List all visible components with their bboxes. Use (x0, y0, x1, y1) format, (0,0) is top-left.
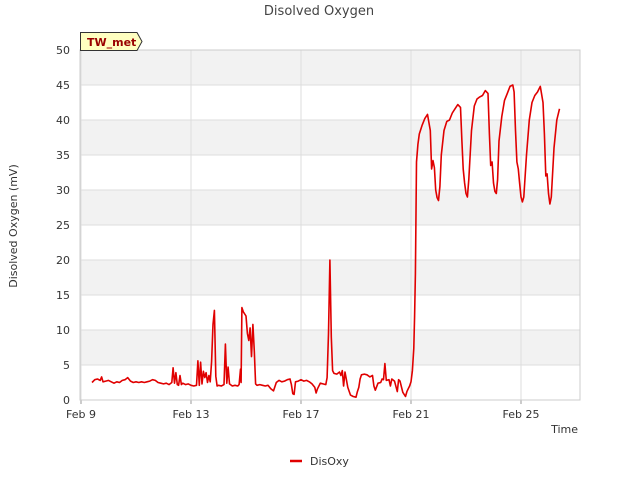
y-tick-label: 50 (56, 44, 70, 57)
y-tick-label: 40 (56, 114, 70, 127)
chart-title: Disolved Oxygen (264, 4, 374, 19)
legend: DisOxy (290, 455, 349, 468)
plot-band (80, 50, 580, 85)
y-tick-label: 45 (56, 79, 70, 92)
series-line-disoxy (91, 84, 561, 398)
plot-band (80, 120, 580, 155)
y-tick-label: 30 (56, 184, 70, 197)
site-badge-shape (80, 32, 143, 51)
plot-band (80, 190, 580, 225)
x-tick-label: Feb 21 (393, 408, 430, 421)
y-tick-label: 35 (56, 149, 70, 162)
y-tick-label: 25 (56, 219, 70, 232)
x-tick-label: Feb 9 (66, 408, 96, 421)
legend-label-disoxy: DisOxy (310, 455, 349, 468)
y-tick-label: 20 (56, 254, 70, 267)
x-tick-label: Feb 25 (503, 408, 540, 421)
x-axis-label: Time (550, 423, 578, 436)
plot-band (80, 330, 580, 365)
y-tick-label: 10 (56, 324, 70, 337)
y-tick-label: 0 (63, 394, 70, 407)
y-tick-label: 5 (63, 359, 70, 372)
y-tick-label: 15 (56, 289, 70, 302)
site-badge: TW_met (80, 32, 143, 51)
y-axis-label: Disolved Oxygen (mV) (7, 164, 20, 288)
plot-area-border (79, 49, 581, 401)
x-tick-label: Feb 13 (173, 408, 210, 421)
site-badge-label: TW_met (87, 36, 136, 49)
x-tick-label: Feb 17 (283, 408, 320, 421)
